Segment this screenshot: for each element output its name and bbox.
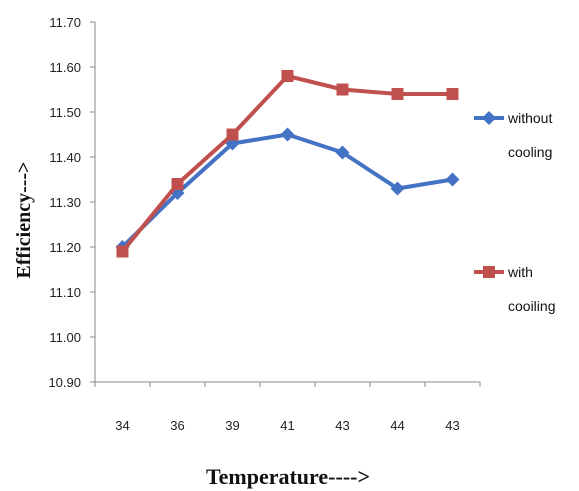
- legend-label: without: [507, 110, 552, 126]
- data-point: [226, 128, 239, 141]
- legend-swatch-marker: [482, 111, 496, 125]
- y-tick-label: 11.60: [49, 60, 81, 75]
- y-tick-label: 11.50: [49, 105, 81, 120]
- data-point: [171, 178, 184, 190]
- x-tick-label: 36: [170, 418, 184, 433]
- data-point: [116, 245, 129, 258]
- data-point: [445, 172, 460, 187]
- data-point: [335, 145, 350, 160]
- series-1: [116, 70, 459, 258]
- legend-label: cooling: [508, 144, 552, 160]
- x-tick-label: 39: [225, 418, 239, 433]
- series-layer: [115, 70, 460, 258]
- data-point: [390, 181, 405, 196]
- y-tick-label: 11.70: [49, 15, 81, 30]
- legend: without cooling with cooiling: [474, 110, 555, 314]
- data-point: [391, 88, 404, 100]
- data-point: [446, 88, 459, 100]
- legend-item-0: without cooling: [474, 110, 552, 160]
- x-axis-title: Temperature---->: [206, 464, 370, 489]
- y-tick-label: 11.20: [49, 240, 81, 255]
- data-point: [336, 83, 349, 96]
- x-axis: 34 36 39 41 43 44 43: [94, 381, 481, 433]
- x-tick-label: 34: [115, 418, 129, 433]
- x-tick-label: 43: [445, 418, 459, 433]
- y-tick-label: 11.30: [49, 195, 81, 210]
- legend-item-1: with cooiling: [474, 264, 555, 314]
- x-tick-label: 41: [280, 418, 294, 433]
- x-tick-label: 44: [390, 418, 404, 433]
- legend-label: with: [507, 264, 533, 280]
- data-point: [280, 127, 295, 142]
- series-line: [120, 74, 453, 253]
- x-tick-label: 43: [335, 418, 349, 433]
- y-axis-title: Efficiency--->: [13, 162, 35, 279]
- legend-swatch-marker: [483, 266, 495, 278]
- legend-label: cooiling: [508, 298, 555, 314]
- y-tick-label: 11.10: [49, 285, 81, 300]
- y-tick-label: 10.90: [48, 375, 81, 390]
- y-axis: 10.90 11.00 11.10 11.20 11.30 11.40 11.50 11.60…: [48, 15, 96, 390]
- data-point: [281, 70, 294, 82]
- y-tick-label: 11.00: [49, 330, 81, 345]
- series-0: [115, 127, 460, 254]
- y-tick-label: 11.40: [49, 150, 81, 165]
